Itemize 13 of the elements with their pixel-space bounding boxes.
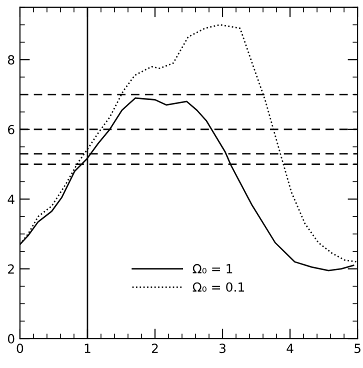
legend-label: Ω₀ = 1 — [192, 264, 232, 274]
x-tick-label: 4 — [286, 344, 294, 353]
x-tick-label: 2 — [152, 344, 158, 353]
y-tick-label: 2 — [8, 264, 14, 274]
x-tick-label: 3 — [219, 344, 226, 354]
legend-label: Ω₀ = 0.1 — [192, 282, 244, 292]
x-tick-label: 0 — [16, 344, 24, 354]
x-tick-label: 5 — [354, 344, 360, 354]
y-tick-label: 8 — [8, 55, 14, 65]
y-tick-label: 6 — [8, 124, 14, 134]
y-tick-label: 4 — [8, 194, 14, 204]
y-tick-label: 0 — [8, 334, 14, 344]
x-tick-label: 1 — [84, 344, 90, 353]
